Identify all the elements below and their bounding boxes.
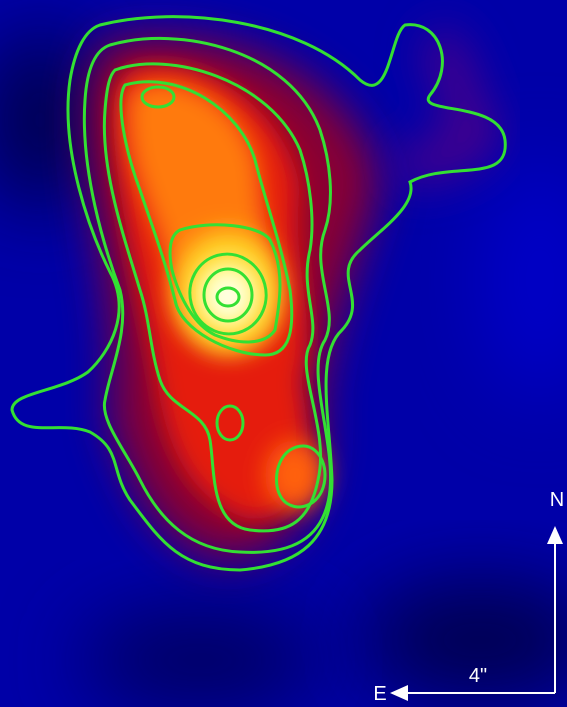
image: N E 4" <box>0 0 567 707</box>
scale-label: 4" <box>469 665 487 687</box>
page: N E 4" (() => { const data = JSON.parse(… <box>0 0 567 707</box>
east-label: E <box>373 683 386 705</box>
north-label: N <box>550 489 564 511</box>
